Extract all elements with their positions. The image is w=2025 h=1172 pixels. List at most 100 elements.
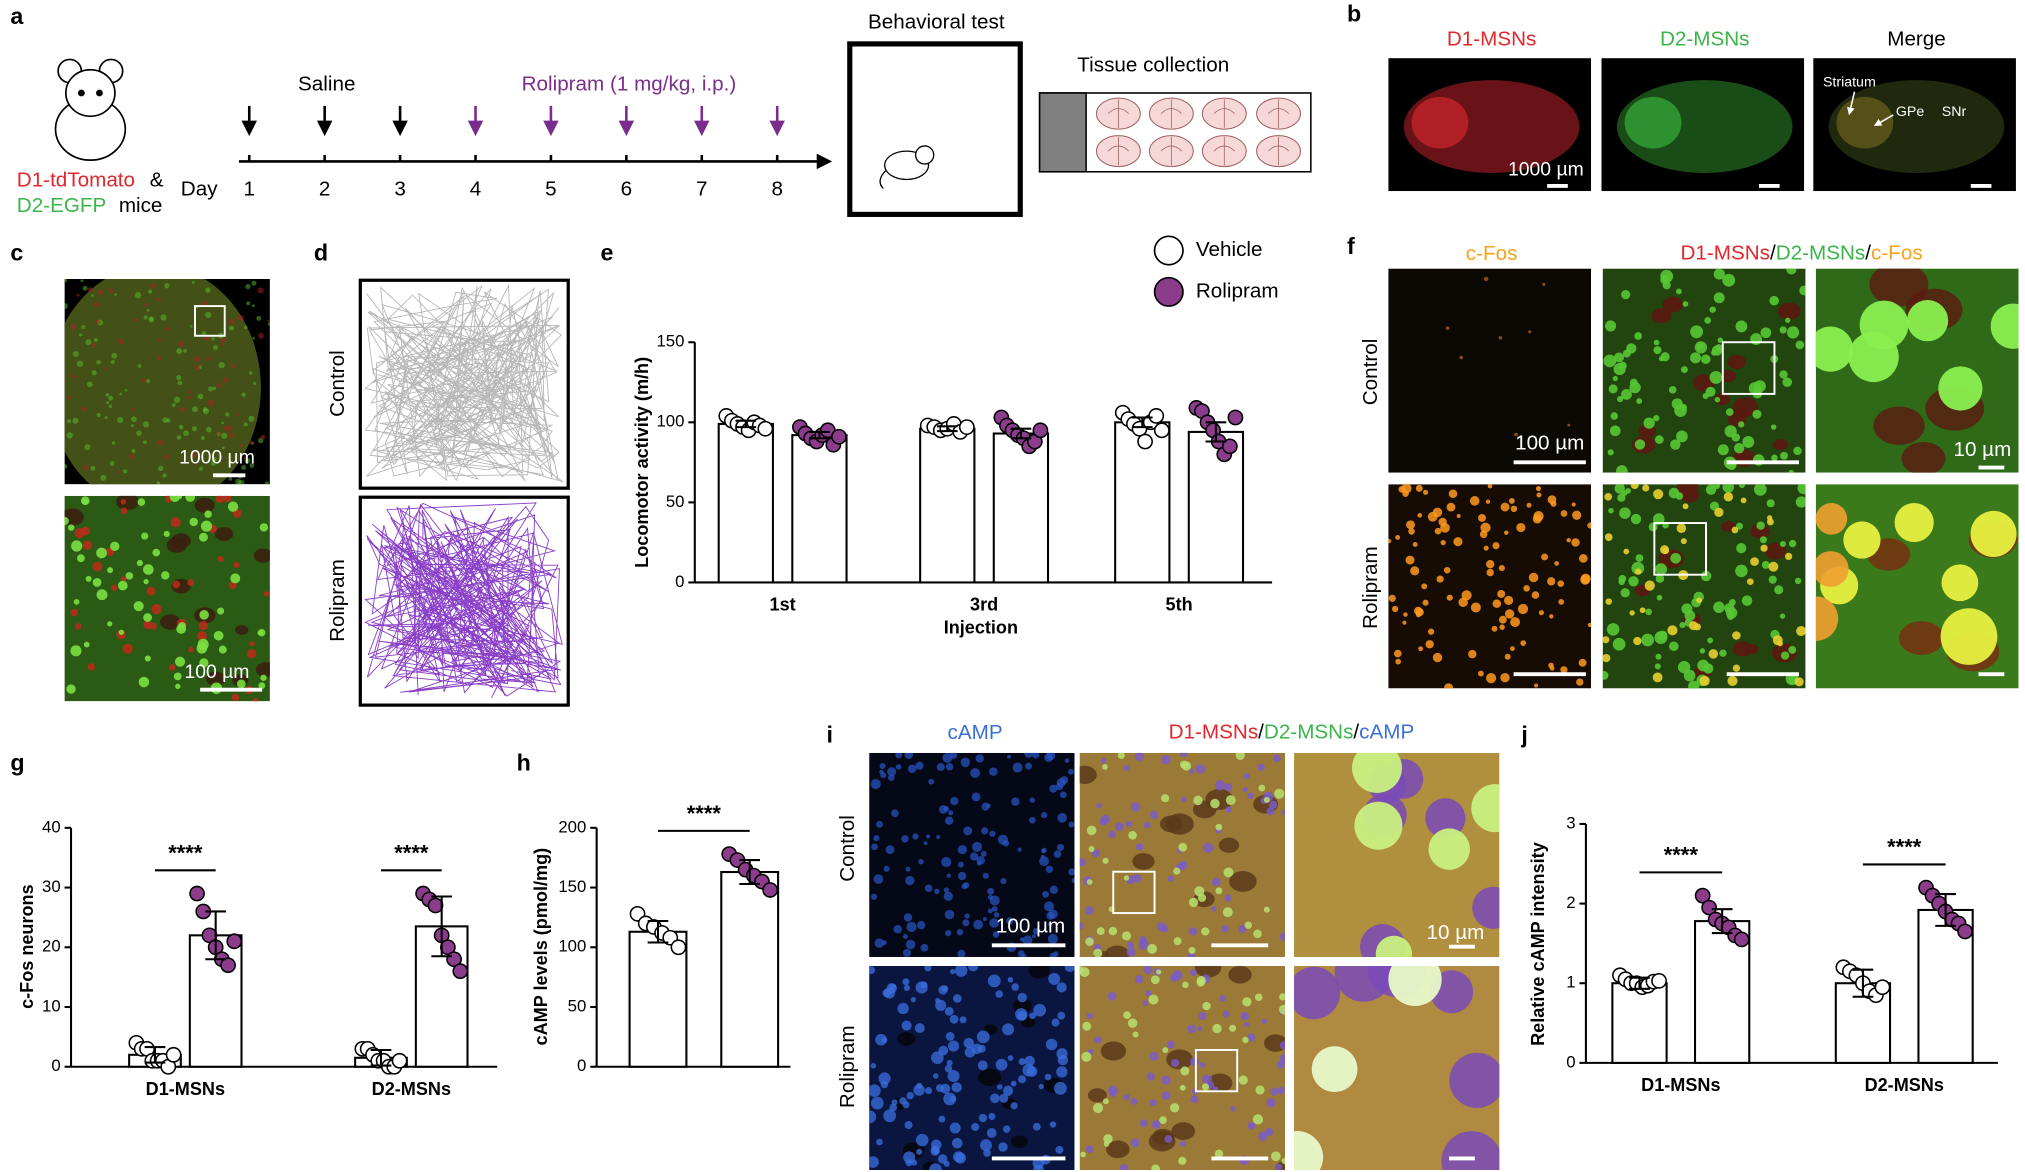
cell bbox=[197, 631, 207, 641]
cell bbox=[96, 412, 101, 418]
cell bbox=[152, 548, 161, 557]
label: D1-tdTomato bbox=[17, 168, 135, 191]
cell bbox=[216, 382, 222, 388]
cell bbox=[204, 510, 212, 518]
cell bbox=[220, 337, 226, 343]
day-label: 1 bbox=[244, 177, 256, 200]
cell bbox=[1219, 995, 1227, 1002]
cell bbox=[162, 473, 167, 478]
cell bbox=[85, 575, 92, 582]
micrograph bbox=[1601, 58, 1805, 192]
cell bbox=[1238, 1075, 1248, 1085]
cell bbox=[1571, 538, 1580, 547]
cell bbox=[131, 416, 137, 423]
cell bbox=[1614, 352, 1625, 363]
cell bbox=[1273, 754, 1281, 763]
cell bbox=[1655, 574, 1665, 583]
cell bbox=[178, 424, 184, 430]
cell bbox=[176, 435, 182, 440]
cell bbox=[1146, 1072, 1155, 1081]
cell bbox=[111, 584, 118, 591]
title-part: D2-MSNs bbox=[1264, 721, 1354, 744]
cell bbox=[1085, 937, 1094, 946]
cell bbox=[200, 520, 213, 532]
cell bbox=[1815, 551, 1849, 587]
cell bbox=[1194, 886, 1205, 897]
striatum bbox=[1624, 96, 1682, 149]
legend-label: Vehicle bbox=[1196, 238, 1263, 261]
cell bbox=[1653, 414, 1660, 422]
cell bbox=[1578, 658, 1587, 667]
cell bbox=[72, 417, 79, 424]
cell bbox=[1542, 282, 1546, 286]
cell bbox=[64, 464, 68, 469]
cell bbox=[971, 792, 981, 802]
cell bbox=[1722, 273, 1736, 287]
cell bbox=[1745, 644, 1759, 654]
cell bbox=[957, 949, 966, 957]
cell bbox=[947, 1040, 960, 1052]
cell bbox=[1777, 302, 1801, 320]
cell bbox=[1510, 646, 1515, 652]
cell bbox=[143, 613, 152, 622]
image-title: D1-MSNs/D2-MSNs/cAMP bbox=[1169, 721, 1415, 744]
cell bbox=[81, 407, 86, 412]
cell bbox=[918, 859, 924, 865]
panel-label: g bbox=[10, 750, 24, 776]
cell bbox=[1102, 857, 1109, 864]
cell bbox=[235, 478, 242, 485]
y-tick-label: 2 bbox=[1566, 893, 1575, 912]
error-bar bbox=[1711, 908, 1733, 935]
y-axis-label: Locomotor activity (m/h) bbox=[632, 357, 652, 568]
cell bbox=[165, 327, 170, 332]
cell bbox=[869, 1084, 881, 1097]
image-title: c-Fos bbox=[1466, 242, 1518, 265]
cell bbox=[945, 929, 952, 937]
cell bbox=[936, 835, 941, 839]
cell bbox=[1125, 820, 1133, 828]
cell bbox=[1641, 633, 1655, 647]
cell bbox=[1011, 797, 1020, 806]
cell bbox=[1294, 966, 1341, 1020]
cell bbox=[1682, 301, 1689, 307]
cell bbox=[1427, 511, 1438, 522]
image-title: D1-MSNs/D2-MSNs/c-Fos bbox=[1680, 242, 1922, 265]
cell bbox=[1086, 825, 1097, 836]
cell bbox=[168, 664, 176, 671]
cell bbox=[871, 843, 878, 851]
cell bbox=[1612, 375, 1618, 382]
cell bbox=[1618, 578, 1625, 586]
cell bbox=[1202, 842, 1214, 853]
cell bbox=[1010, 1080, 1017, 1087]
cell bbox=[1106, 1140, 1130, 1159]
cell bbox=[1240, 1011, 1249, 1021]
cell bbox=[1047, 933, 1058, 945]
cell bbox=[1123, 875, 1130, 881]
micrograph bbox=[1294, 752, 1500, 957]
cell bbox=[85, 339, 92, 346]
cell bbox=[1492, 542, 1500, 550]
cell bbox=[1654, 435, 1664, 444]
cell bbox=[138, 676, 150, 688]
label: 1000 µm bbox=[179, 447, 255, 469]
cell bbox=[1210, 798, 1220, 809]
x-tick-label: D2-MSNs bbox=[1865, 1075, 1944, 1095]
cell bbox=[252, 697, 259, 702]
cell bbox=[252, 337, 255, 340]
cell bbox=[1449, 1052, 1500, 1109]
cell bbox=[944, 1064, 953, 1073]
cell bbox=[253, 548, 270, 563]
cell bbox=[981, 827, 989, 835]
cell bbox=[1082, 1021, 1092, 1031]
cell bbox=[1156, 969, 1162, 975]
cell bbox=[1485, 499, 1491, 504]
cell bbox=[1279, 1041, 1285, 1050]
cell bbox=[1737, 421, 1745, 428]
cell bbox=[246, 301, 251, 306]
cell bbox=[873, 874, 884, 884]
cell bbox=[238, 444, 243, 448]
cell bbox=[1815, 503, 1848, 535]
cell bbox=[190, 451, 197, 458]
label: Tissue collection bbox=[1077, 53, 1229, 76]
data-point bbox=[165, 1046, 182, 1063]
